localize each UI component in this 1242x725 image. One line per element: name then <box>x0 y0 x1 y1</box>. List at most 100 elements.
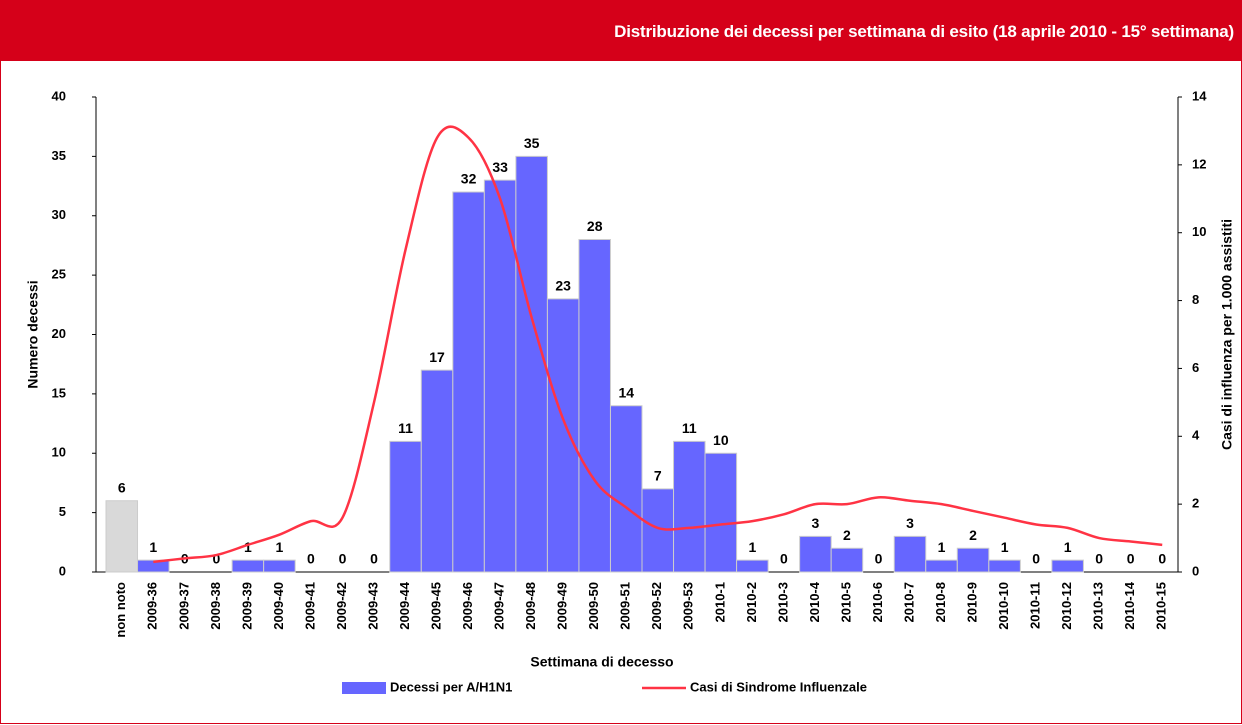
bar <box>137 559 170 573</box>
y-tick-label: 20 <box>52 326 66 341</box>
x-axis-title: Settimana di decesso <box>530 654 673 670</box>
bar <box>389 440 422 573</box>
header-title: Distribuzione dei decessi per settimana … <box>614 22 1234 41</box>
data-label: 1 <box>1001 539 1009 555</box>
header: Distribuzione dei decessi per settimana … <box>0 0 1242 61</box>
x-tick-label: 2009-42 <box>334 582 349 630</box>
x-tick-label: 2010-5 <box>838 582 853 622</box>
data-label: 0 <box>875 551 883 567</box>
data-label: 0 <box>370 551 378 567</box>
legend-swatch <box>342 682 386 694</box>
data-label: 35 <box>524 135 540 151</box>
data-label: 1 <box>748 539 756 555</box>
y2-tick-label: 0 <box>1192 563 1199 578</box>
x-tick-label: 2009-36 <box>145 582 160 630</box>
y-tick-label: 40 <box>52 88 66 103</box>
data-label: 14 <box>618 384 634 400</box>
y2-tick-label: 14 <box>1192 88 1207 103</box>
data-label: 0 <box>780 551 788 567</box>
line <box>153 125 1163 564</box>
y-tick-label: 0 <box>59 563 66 578</box>
data-label: 11 <box>682 420 697 436</box>
data-label: 0 <box>1158 551 1166 567</box>
data-label: 17 <box>429 349 445 365</box>
data-label: 23 <box>555 278 571 294</box>
data-label: 32 <box>461 171 477 187</box>
bar <box>420 369 454 573</box>
x-tick-label: 2009-53 <box>681 582 696 630</box>
x-tick-label: 2009-43 <box>365 582 380 630</box>
x-tick-label: 2009-46 <box>460 582 475 630</box>
x-tick-label: 2009-44 <box>397 581 412 629</box>
x-tick-label: 2010-12 <box>1059 582 1074 630</box>
x-tick-label: 2010-3 <box>775 582 790 622</box>
data-label: 0 <box>1127 551 1135 567</box>
y2-axis-title: Casi di influenza per 1.000 assistiti <box>1219 219 1235 450</box>
x-tick-label: 2010-14 <box>1122 581 1137 629</box>
bar <box>578 239 611 573</box>
x-tick-label: 2009-40 <box>271 582 286 630</box>
x-tick-label: 2010-6 <box>870 582 885 622</box>
bar <box>988 559 1021 573</box>
y-tick-label: 25 <box>52 267 66 282</box>
x-tick-label: 2010-10 <box>996 582 1011 630</box>
x-tick-label: 2009-37 <box>176 582 191 630</box>
x-tick-label: 2010-7 <box>901 582 916 622</box>
data-label: 1 <box>938 539 946 555</box>
bar <box>546 298 580 573</box>
data-label: 0 <box>212 551 220 567</box>
data-label: 28 <box>587 218 603 234</box>
y2-tick-label: 2 <box>1192 496 1199 511</box>
x-tick-label: 2010-13 <box>1091 582 1106 630</box>
x-tick-label: non noto <box>113 582 128 638</box>
bar <box>452 191 485 573</box>
y2-tick-label: 10 <box>1192 224 1206 239</box>
x-tick-label: 2009-47 <box>492 582 507 630</box>
data-label: 3 <box>906 515 914 531</box>
data-label: 3 <box>812 515 820 531</box>
x-tick-label: 2010-9 <box>964 582 979 622</box>
y-tick-label: 10 <box>52 445 66 460</box>
x-tick-label: 2010-1 <box>712 582 727 622</box>
x-tick-label: 2009-48 <box>523 582 538 630</box>
bar <box>483 179 517 573</box>
data-label: 1 <box>149 539 157 555</box>
x-tick-label: 2009-41 <box>302 582 317 630</box>
bar <box>893 535 927 573</box>
bar <box>830 547 864 573</box>
x-tick-label: 2009-52 <box>649 582 664 630</box>
data-label: 0 <box>307 551 315 567</box>
x-tick-label: 2009-39 <box>239 582 254 630</box>
legend-label: Decessi per A/H1N1 <box>390 679 512 694</box>
bar <box>673 440 706 573</box>
y-tick-label: 15 <box>52 385 66 400</box>
bar <box>263 559 296 573</box>
bar <box>1051 559 1084 573</box>
bar <box>736 559 769 573</box>
y-tick-label: 35 <box>52 148 66 163</box>
data-label: 6 <box>118 479 126 495</box>
data-label: 2 <box>843 527 851 543</box>
x-tick-label: 2009-50 <box>586 582 601 630</box>
data-label: 2 <box>969 527 977 543</box>
y-tick-label: 5 <box>59 504 66 519</box>
x-tick-label: 2010-4 <box>807 581 822 622</box>
data-label: 0 <box>339 551 347 567</box>
data-label: 1 <box>276 539 284 555</box>
data-label: 1 <box>1064 539 1072 555</box>
data-label: 1 <box>244 539 252 555</box>
x-tick-label: 2009-49 <box>555 582 570 630</box>
bar <box>105 500 139 573</box>
y2-tick-label: 4 <box>1192 428 1200 443</box>
x-tick-label: 2010-8 <box>933 582 948 622</box>
x-tick-label: 2010-15 <box>1154 582 1169 630</box>
data-label: 33 <box>492 159 508 175</box>
data-label: 11 <box>398 420 413 436</box>
bar <box>799 535 832 573</box>
data-label: 0 <box>1095 551 1103 567</box>
bar <box>956 547 990 573</box>
bar <box>609 405 643 573</box>
data-label: 0 <box>1032 551 1040 567</box>
